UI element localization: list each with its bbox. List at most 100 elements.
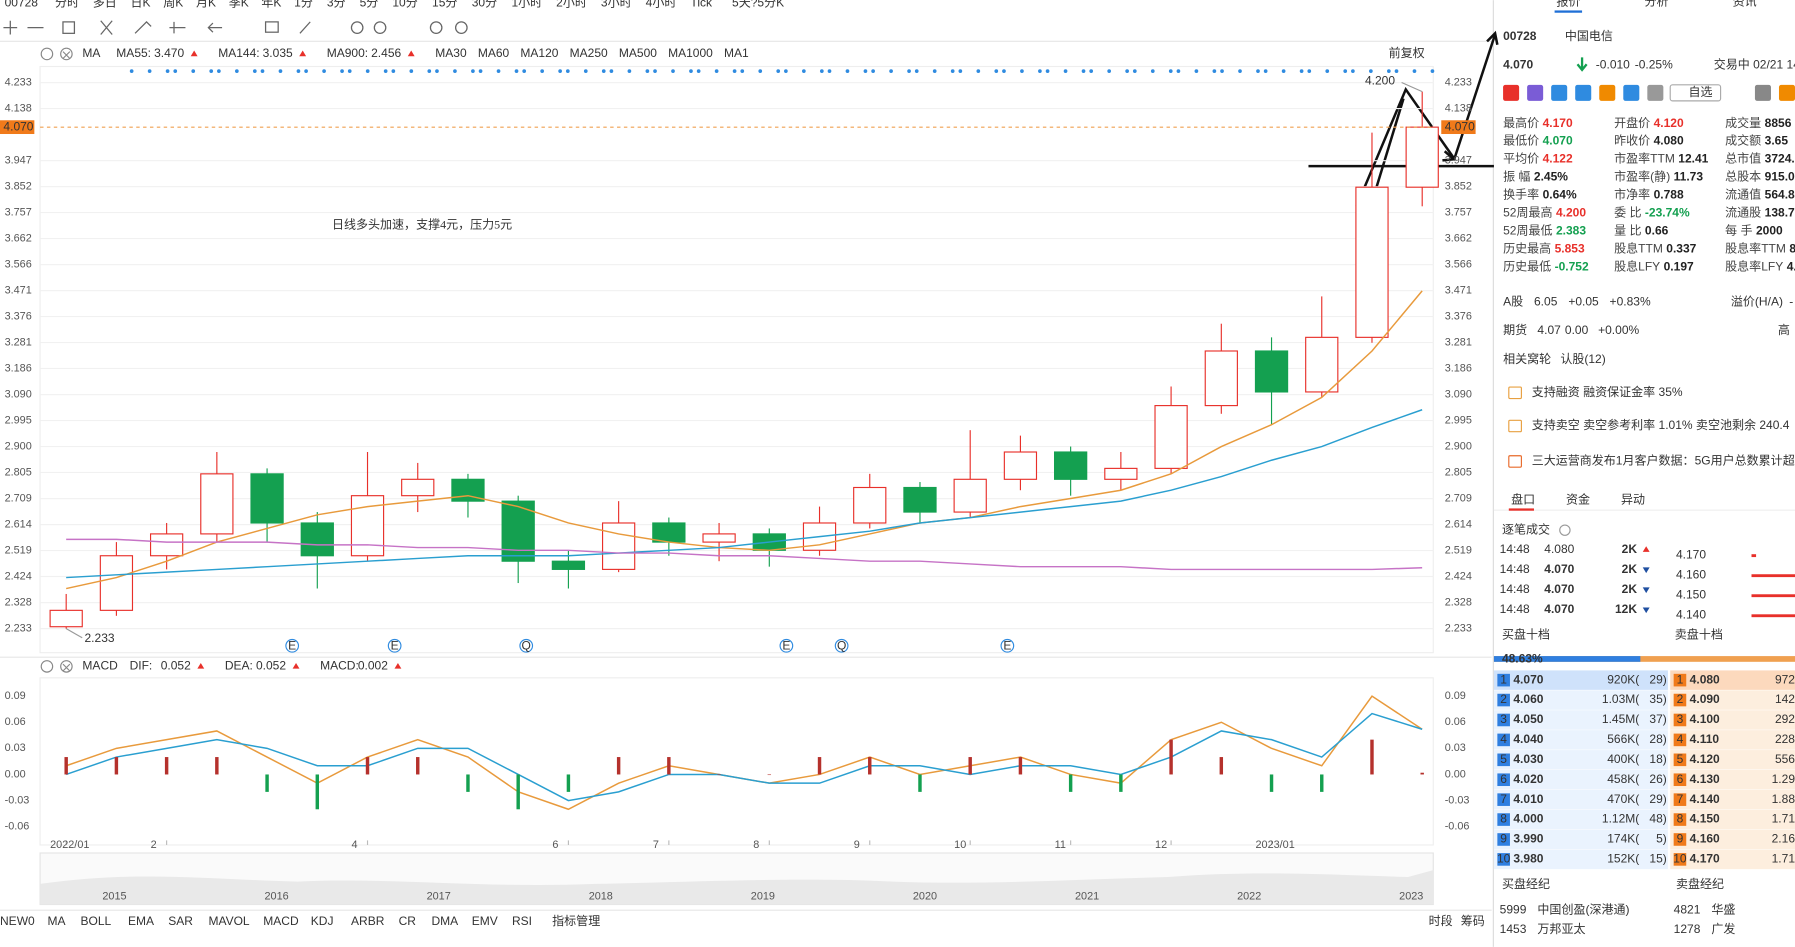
price-level: 4.170	[1676, 548, 1706, 562]
indicator-tab[interactable]: EMA	[128, 914, 154, 928]
tool-hide[interactable]	[373, 21, 387, 34]
tool-ray[interactable]	[299, 21, 311, 34]
indicator-right-tab[interactable]: 时段	[1429, 913, 1453, 928]
close-icon[interactable]	[60, 660, 73, 673]
event-marker[interactable]	[1000, 638, 1015, 653]
ask-price: 4.090	[1690, 692, 1720, 706]
feature-badge[interactable]	[1623, 84, 1640, 101]
period-tab[interactable]: 1小时	[511, 0, 542, 10]
period-tab[interactable]: 30分	[472, 0, 497, 10]
notice[interactable]: 支持卖空 卖空参考利率 1.01% 卖空池剩余 240.4	[1532, 417, 1790, 432]
signal-dot	[932, 69, 937, 73]
period-tab[interactable]: Tick	[690, 0, 713, 10]
event-marker[interactable]	[834, 638, 849, 653]
arrow-head	[1486, 30, 1499, 46]
indicator-tab[interactable]: NEW0	[0, 914, 35, 928]
quote-tab[interactable]: 资讯	[1733, 0, 1757, 9]
tool-crosshair[interactable]	[3, 20, 18, 35]
depth-tab[interactable]: 盘口	[1511, 492, 1535, 507]
indicator-tab[interactable]: KDJ	[311, 914, 334, 928]
settings-icon[interactable]	[40, 47, 54, 61]
indicator-name[interactable]: MA	[82, 46, 100, 60]
indicator-tab[interactable]: ARBR	[351, 914, 385, 928]
stock-code-tab[interactable]: 00728	[5, 0, 39, 10]
indicator-tab[interactable]: 指标管理	[552, 913, 600, 928]
adjust-toggle[interactable]: 前复权	[1389, 45, 1425, 60]
tool-arrow[interactable]	[207, 22, 223, 33]
ask-level-box	[1673, 813, 1687, 826]
indicator-tab[interactable]: DMA	[431, 914, 458, 928]
trade-button[interactable]	[1778, 84, 1795, 101]
tool-pen[interactable]	[134, 20, 152, 34]
indicator-tab[interactable]: MACD	[263, 914, 299, 928]
indicator-right-tab[interactable]: 筹码	[1461, 914, 1485, 928]
period-tab[interactable]: 15分	[432, 0, 457, 10]
period-tab[interactable]: 年K	[261, 0, 281, 10]
tool-measure[interactable]	[169, 21, 186, 34]
tool-fib[interactable]	[100, 20, 113, 35]
indicator-tab[interactable]: MAVOL	[208, 914, 249, 928]
indicator-name[interactable]: MACD	[82, 659, 118, 673]
notice[interactable]: 支持融资 融资保证金率 35%	[1532, 384, 1683, 399]
period-tab[interactable]: 分时	[55, 0, 79, 10]
stat-item: 历史最高 5.853	[1503, 241, 1585, 256]
notice[interactable]: 三大运营商发布1月客户数据：5G用户总数累计超	[1532, 453, 1795, 468]
indicator-tab[interactable]: SAR	[168, 914, 193, 928]
inactive-legend[interactable]: MA30	[435, 46, 467, 60]
alert-icon[interactable]	[1754, 84, 1771, 101]
signal-dot	[827, 69, 832, 73]
tool-link[interactable]	[429, 21, 443, 34]
period-tab[interactable]: 5分	[360, 0, 379, 10]
period-tab[interactable]: 4小时	[646, 0, 677, 10]
event-marker[interactable]	[519, 638, 534, 653]
event-marker[interactable]	[285, 638, 300, 653]
period-tab[interactable]: 季K	[229, 0, 249, 10]
period-tab[interactable]: 1分	[294, 0, 313, 10]
indicator-tab[interactable]: EMV	[472, 914, 498, 928]
watch-button[interactable]	[1669, 84, 1722, 102]
inactive-legend[interactable]: MA1	[724, 46, 749, 60]
feature-badge[interactable]	[1551, 84, 1568, 101]
indicator-tab[interactable]: BOLL	[80, 914, 111, 928]
period-tab[interactable]: 10分	[392, 0, 417, 10]
tool-circle[interactable]	[350, 21, 364, 34]
period-tab[interactable]: 周K	[163, 0, 183, 10]
inactive-legend[interactable]: MA500	[619, 46, 657, 60]
period-tab[interactable]: 月K	[196, 0, 216, 10]
inactive-legend[interactable]: MA1000	[668, 46, 713, 60]
depth-tab[interactable]: 异动	[1621, 493, 1645, 507]
stat-label: 量 比	[1614, 224, 1641, 238]
inactive-legend[interactable]: MA120	[520, 46, 558, 60]
settings-icon[interactable]	[40, 660, 54, 673]
period-tab[interactable]: 多日	[93, 0, 117, 10]
depth-tab[interactable]: 资金	[1566, 492, 1590, 507]
period-tab[interactable]: 3分	[327, 0, 346, 10]
indicator-tab[interactable]: CR	[399, 914, 417, 928]
indicator-tab[interactable]: MA	[48, 914, 66, 928]
event-marker[interactable]	[387, 638, 402, 653]
feature-badge[interactable]	[1647, 84, 1664, 101]
period-tab[interactable]: 5天?5分K	[732, 0, 784, 10]
event-marker[interactable]	[779, 638, 794, 653]
feature-badge[interactable]	[1503, 84, 1520, 101]
period-tab[interactable]: 日K	[131, 0, 151, 10]
feature-badge[interactable]	[1527, 84, 1544, 101]
signal-dot	[758, 69, 763, 73]
feature-badge[interactable]	[1575, 84, 1592, 101]
feature-badge[interactable]	[1599, 84, 1616, 101]
period-tab[interactable]: 2小时	[556, 0, 587, 10]
inactive-legend[interactable]: MA250	[570, 46, 608, 60]
candle-body	[853, 486, 887, 524]
tool-note[interactable]	[264, 21, 279, 33]
stat-item: 振 幅 2.45%	[1503, 169, 1568, 184]
indicator-tab[interactable]: RSI	[512, 914, 532, 928]
close-icon[interactable]	[60, 47, 73, 61]
tool-rect[interactable]	[62, 21, 76, 34]
period-tab[interactable]: 3小时	[601, 0, 632, 10]
quote-tab[interactable]: 报价	[1556, 0, 1580, 9]
inactive-legend[interactable]: MA60	[478, 46, 510, 60]
quote-tab[interactable]: 分析	[1644, 0, 1668, 9]
tool-settings[interactable]	[454, 21, 468, 34]
info-icon[interactable]	[1559, 524, 1571, 536]
price-down-arrow	[1576, 57, 1588, 72]
